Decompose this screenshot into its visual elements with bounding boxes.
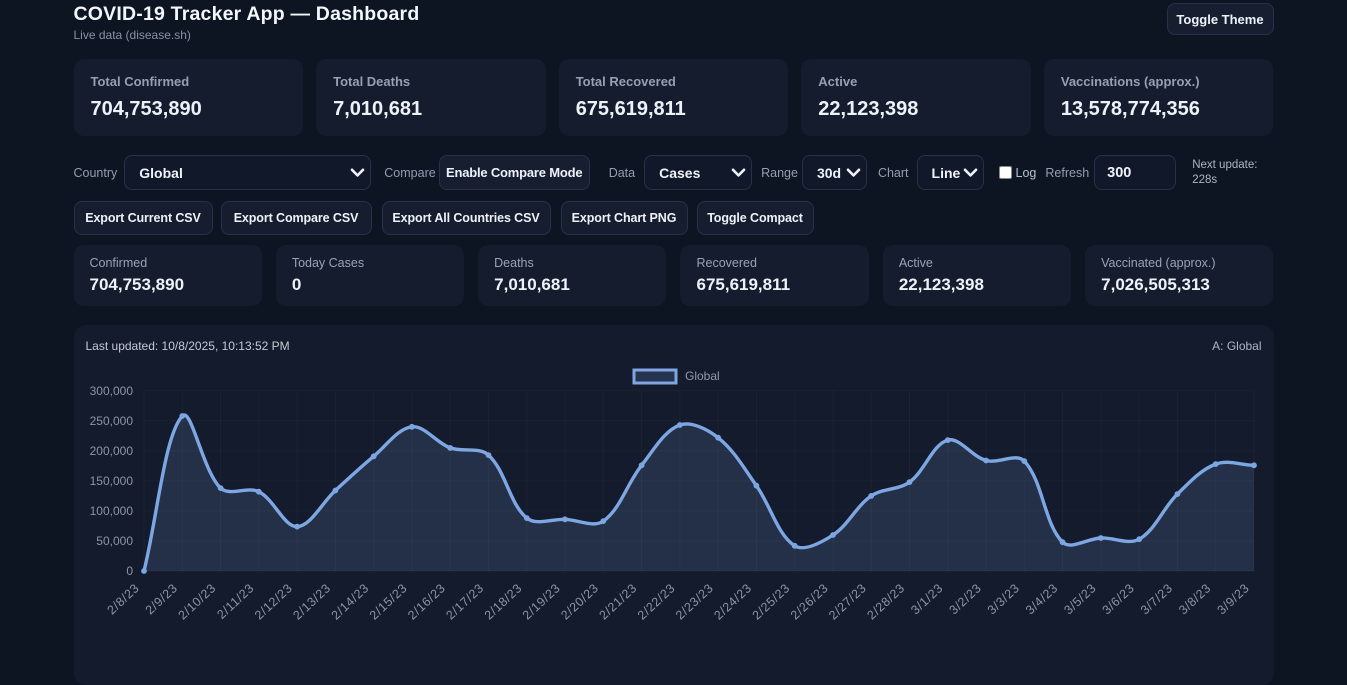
svg-text:3/9/23: 3/9/23 (1214, 581, 1252, 617)
svg-text:2/14/23: 2/14/23 (328, 581, 371, 623)
svg-text:2/25/23: 2/25/23 (749, 581, 792, 623)
svg-text:Global: Global (685, 369, 720, 383)
svg-text:2/22/23: 2/22/23 (634, 581, 677, 623)
svg-text:2/11/23: 2/11/23 (214, 581, 256, 622)
svg-text:3/5/23: 3/5/23 (1061, 581, 1099, 617)
svg-text:300,000: 300,000 (89, 384, 133, 398)
svg-text:3/3/23: 3/3/23 (984, 581, 1022, 617)
svg-text:3/6/23: 3/6/23 (1099, 581, 1137, 617)
svg-text:3/8/23: 3/8/23 (1176, 581, 1214, 617)
svg-text:100,000: 100,000 (89, 504, 133, 518)
svg-text:2/19/23: 2/19/23 (519, 581, 562, 623)
svg-text:0: 0 (126, 564, 133, 578)
svg-text:2/28/23: 2/28/23 (864, 581, 907, 623)
svg-text:2/21/23: 2/21/23 (596, 581, 639, 623)
svg-text:2/12/23: 2/12/23 (252, 581, 295, 623)
svg-text:2/13/23: 2/13/23 (290, 581, 333, 623)
svg-text:200,000: 200,000 (89, 444, 133, 458)
svg-text:2/8/23: 2/8/23 (104, 581, 142, 617)
svg-text:2/16/23: 2/16/23 (405, 581, 448, 623)
svg-text:3/7/23: 3/7/23 (1137, 581, 1175, 617)
svg-text:2/26/23: 2/26/23 (787, 581, 830, 623)
svg-text:2/18/23: 2/18/23 (481, 581, 524, 623)
svg-text:2/15/23: 2/15/23 (366, 581, 409, 623)
svg-text:2/20/23: 2/20/23 (558, 581, 601, 623)
svg-text:2/24/23: 2/24/23 (711, 581, 754, 623)
svg-text:3/4/23: 3/4/23 (1023, 581, 1061, 617)
svg-text:2/17/23: 2/17/23 (443, 581, 486, 623)
svg-text:2/27/23: 2/27/23 (826, 581, 869, 623)
svg-text:2/23/23: 2/23/23 (673, 581, 716, 623)
svg-text:150,000: 150,000 (89, 474, 133, 488)
svg-text:3/2/23: 3/2/23 (946, 581, 984, 617)
svg-text:50,000: 50,000 (96, 534, 133, 548)
svg-text:2/10/23: 2/10/23 (175, 581, 218, 623)
svg-text:3/1/23: 3/1/23 (908, 581, 946, 617)
svg-text:250,000: 250,000 (89, 414, 133, 428)
